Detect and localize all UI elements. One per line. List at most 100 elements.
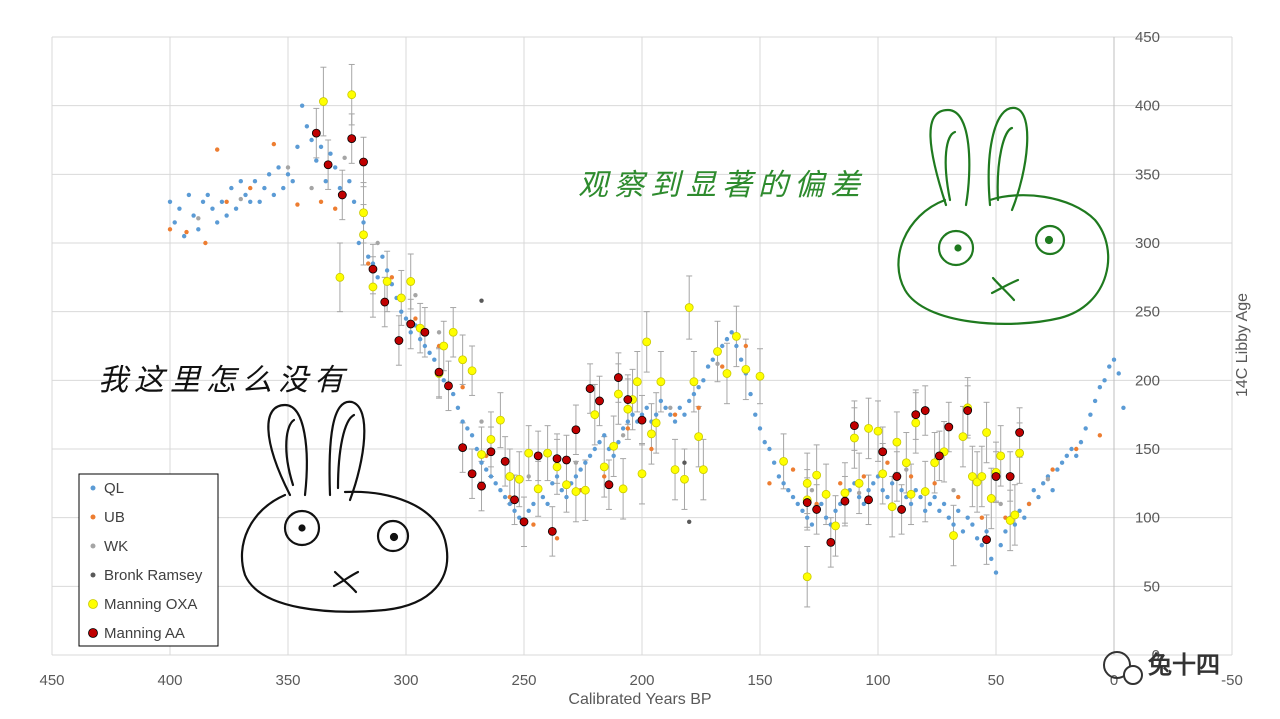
- point-manning-aa: [1015, 428, 1024, 437]
- point-ql: [219, 199, 225, 204]
- tick-labels: 450 400 350 300 250 200 150 100 50 0 -50 0 50 100 150 2…: [39, 29, 1242, 689]
- point-ql: [1041, 481, 1046, 486]
- point-manning-aa: [920, 406, 930, 415]
- legend-label-bronk-ramsey: Bronk Ramsey: [104, 567, 203, 584]
- point-manning-oxa: [873, 426, 883, 436]
- point-ql: [1055, 467, 1060, 472]
- point-manning-oxa: [802, 478, 812, 488]
- point-manning-aa: [991, 472, 1001, 481]
- point-manning-oxa: [840, 488, 850, 498]
- point-ub: [1074, 446, 1079, 452]
- point-wk: [809, 488, 815, 493]
- point-ub: [215, 147, 220, 152]
- point-manning-aa: [359, 157, 368, 167]
- point-ql: [248, 199, 253, 204]
- point-ql: [469, 433, 475, 438]
- x-tick-label: 200: [629, 672, 654, 689]
- wechat-icon: [1103, 651, 1131, 679]
- point-ql: [281, 185, 286, 191]
- point-ub: [318, 199, 324, 204]
- point-ql: [229, 185, 234, 191]
- legend-marker-wk: [90, 543, 96, 549]
- point-ql: [243, 192, 248, 198]
- point-wk: [285, 165, 291, 170]
- point-manning-oxa: [552, 462, 562, 472]
- point-ql: [691, 391, 697, 397]
- point-manning-aa: [864, 495, 873, 505]
- point-ql: [526, 508, 531, 513]
- point-ql: [484, 467, 489, 472]
- point-ub: [1050, 467, 1055, 472]
- point-ql: [998, 542, 1003, 548]
- point-ql: [233, 206, 239, 211]
- point-manning-aa: [394, 336, 404, 345]
- point-ql: [795, 501, 800, 507]
- point-manning-oxa: [698, 465, 708, 475]
- point-manning-oxa: [878, 469, 888, 479]
- point-ql: [432, 357, 437, 362]
- point-ql: [1097, 385, 1103, 390]
- point-manning-oxa: [906, 489, 916, 499]
- point-ub: [602, 474, 607, 479]
- point-manning-oxa: [887, 502, 897, 512]
- y-tick-label: 100: [1135, 510, 1160, 527]
- point-manning-aa: [850, 421, 859, 431]
- point-manning-oxa: [642, 337, 652, 347]
- point-ql: [1031, 488, 1036, 493]
- point-ql: [1083, 426, 1088, 431]
- point-ql: [899, 488, 904, 493]
- point-ql: [630, 412, 635, 417]
- point-manning-oxa: [458, 355, 468, 365]
- point-ql: [757, 426, 763, 431]
- point-wk: [904, 467, 909, 472]
- point-ql: [262, 185, 267, 191]
- point-ql: [856, 494, 862, 500]
- point-manning-oxa: [982, 428, 991, 437]
- point-ql: [252, 179, 258, 184]
- x-tick-label: 250: [511, 672, 536, 689]
- x-tick-label: 350: [275, 672, 300, 689]
- legend-label-ub: UB: [104, 509, 125, 526]
- legend-marker-manning-aa: [88, 628, 98, 638]
- point-ql: [984, 529, 989, 534]
- point-manning-oxa: [996, 451, 1006, 461]
- point-manning-aa: [500, 456, 510, 466]
- point-ql: [668, 412, 673, 417]
- point-wk: [413, 292, 418, 298]
- point-ub: [531, 522, 536, 527]
- point-ql: [285, 172, 291, 177]
- point-ub: [720, 364, 725, 369]
- point-ql: [889, 481, 895, 486]
- point-ql: [460, 419, 465, 424]
- point-manning-oxa: [347, 90, 357, 100]
- point-ql: [318, 144, 324, 150]
- point-wk: [620, 433, 626, 438]
- point-manning-aa: [311, 128, 321, 138]
- point-manning-oxa: [755, 371, 765, 381]
- point-ub: [1097, 433, 1103, 438]
- point-wk: [375, 240, 380, 246]
- point-ql: [974, 536, 980, 541]
- point-manning-oxa: [486, 434, 496, 444]
- point-manning-oxa: [911, 418, 921, 428]
- y-tick-label: 450: [1135, 29, 1160, 46]
- point-ql: [687, 398, 692, 404]
- point-manning-aa: [1005, 472, 1015, 481]
- point-ql: [767, 446, 772, 452]
- point-ql: [540, 494, 546, 500]
- point-ql: [979, 542, 985, 548]
- point-manning-oxa: [571, 487, 581, 496]
- black-bunny-drawing: [240, 400, 449, 613]
- point-ub: [932, 481, 937, 486]
- point-ql: [653, 412, 659, 417]
- point-ql: [550, 481, 555, 486]
- point-ql: [592, 446, 597, 452]
- point-ql: [299, 103, 305, 108]
- point-manning-oxa: [514, 474, 524, 484]
- point-ql: [866, 488, 871, 493]
- point-manning-aa: [571, 425, 581, 435]
- point-ql: [946, 515, 951, 520]
- point-wk: [526, 474, 531, 479]
- point-ql: [710, 357, 715, 362]
- point-manning-aa: [802, 498, 812, 507]
